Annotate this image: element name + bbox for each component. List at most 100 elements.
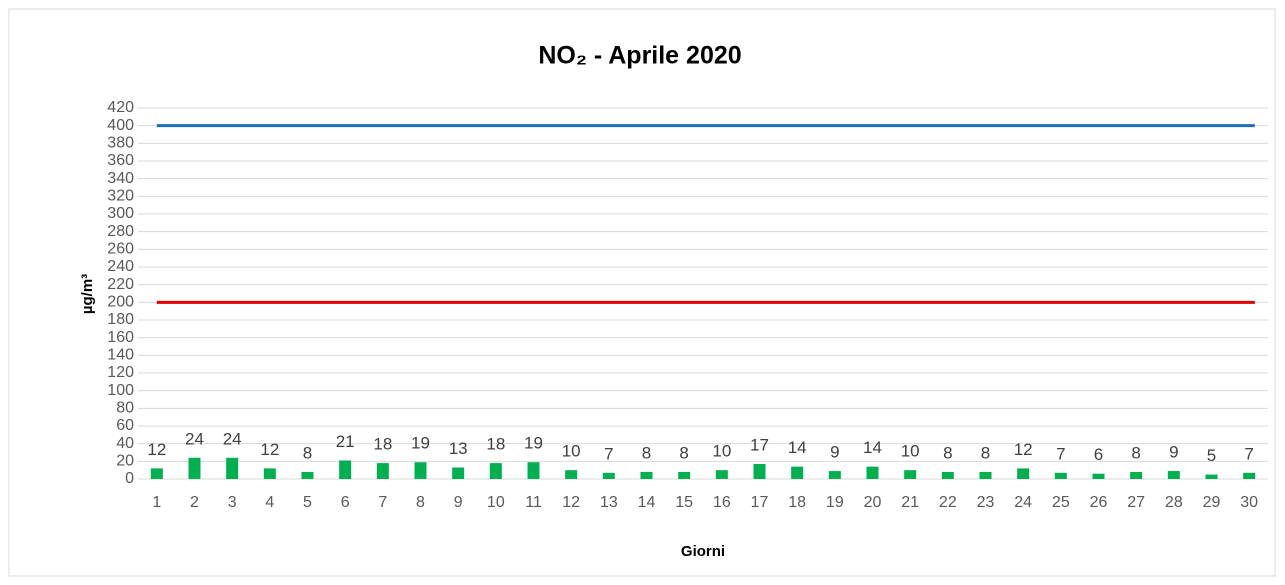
data-label: 8 — [303, 443, 312, 462]
x-tick-label: 13 — [600, 494, 618, 511]
bar — [828, 471, 841, 479]
x-tick-label: 28 — [1165, 494, 1183, 511]
x-tick-label: 2 — [190, 494, 199, 511]
y-tick-label: 240 — [107, 258, 134, 275]
x-tick-label: 26 — [1090, 494, 1108, 511]
x-tick-label: 22 — [939, 494, 957, 511]
data-label: 7 — [1244, 444, 1253, 463]
y-tick-label: 340 — [107, 170, 134, 187]
y-tick-label: 140 — [107, 347, 134, 364]
x-tick-label: 14 — [638, 494, 656, 511]
x-tick-label: 23 — [977, 494, 995, 511]
bar — [602, 472, 615, 479]
bar — [1167, 471, 1180, 479]
x-tick-label: 7 — [378, 494, 387, 511]
y-tick-label: 20 — [116, 453, 134, 470]
bar — [263, 468, 276, 479]
bar — [376, 463, 389, 479]
data-label: 24 — [223, 429, 242, 448]
bar — [339, 460, 352, 479]
bar — [188, 457, 201, 479]
bar — [226, 457, 239, 479]
bar — [904, 470, 917, 479]
data-label: 10 — [901, 442, 920, 461]
data-label: 13 — [449, 439, 468, 458]
x-tick-label: 20 — [864, 494, 882, 511]
x-axis-label: Giorni — [681, 543, 725, 560]
y-axis-label: µg/m³ — [79, 274, 96, 314]
x-tick-label: 29 — [1203, 494, 1221, 511]
bar — [1017, 468, 1030, 479]
bar — [715, 470, 728, 479]
x-tick-label: 4 — [265, 494, 274, 511]
data-label: 5 — [1207, 446, 1216, 465]
bar — [678, 471, 691, 479]
bar — [452, 467, 465, 479]
bar — [527, 462, 540, 479]
data-label: 18 — [486, 435, 505, 454]
bar — [414, 462, 427, 479]
bar — [941, 471, 954, 479]
bar — [1243, 472, 1256, 479]
data-label: 12 — [147, 440, 166, 459]
data-label: 19 — [411, 434, 430, 453]
data-label: 8 — [1131, 443, 1140, 462]
data-label: 10 — [712, 442, 731, 461]
y-tick-label: 280 — [107, 223, 134, 240]
data-label: 14 — [863, 438, 882, 457]
y-tick-label: 360 — [107, 152, 134, 169]
data-label: 14 — [788, 438, 807, 457]
bar — [489, 463, 502, 479]
x-tick-label: 8 — [416, 494, 425, 511]
x-tick-label: 19 — [826, 494, 844, 511]
x-tick-label: 9 — [454, 494, 463, 511]
data-label: 24 — [185, 429, 204, 448]
data-label: 19 — [524, 434, 543, 453]
x-tick-label: 11 — [525, 494, 542, 511]
y-tick-label: 60 — [116, 417, 134, 434]
x-tick-label: 10 — [487, 494, 505, 511]
data-label: 8 — [943, 443, 952, 462]
x-tick-label: 25 — [1052, 494, 1070, 511]
data-label: 7 — [1056, 444, 1065, 463]
y-tick-label: 220 — [107, 276, 134, 293]
bar — [866, 466, 879, 479]
data-label: 6 — [1094, 445, 1103, 464]
bar — [1130, 471, 1143, 479]
data-label: 12 — [1014, 440, 1033, 459]
bar — [753, 463, 766, 479]
x-tick-label: 3 — [228, 494, 237, 511]
data-label: 8 — [981, 443, 990, 462]
data-label: 10 — [562, 442, 581, 461]
data-label: 8 — [642, 443, 651, 462]
bar — [640, 471, 653, 479]
y-tick-label: 260 — [107, 241, 134, 258]
bar — [1092, 473, 1105, 479]
chart-border — [8, 8, 1276, 577]
y-tick-label: 300 — [107, 205, 134, 222]
y-tick-label: 100 — [107, 382, 134, 399]
bar — [1205, 474, 1218, 479]
x-tick-label: 17 — [751, 494, 769, 511]
data-label: 9 — [1169, 443, 1178, 462]
data-label: 9 — [830, 443, 839, 462]
y-tick-label: 0 — [125, 470, 134, 487]
bar — [979, 471, 992, 479]
bar — [150, 468, 163, 479]
x-tick-label: 6 — [341, 494, 350, 511]
data-label: 8 — [679, 443, 688, 462]
y-tick-label: 180 — [107, 311, 134, 328]
x-tick-label: 30 — [1240, 494, 1258, 511]
x-tick-label: 5 — [303, 494, 312, 511]
bar — [301, 471, 314, 479]
x-tick-label: 1 — [152, 494, 161, 511]
x-tick-label: 27 — [1127, 494, 1145, 511]
x-tick-label: 16 — [713, 494, 731, 511]
y-tick-label: 160 — [107, 329, 134, 346]
y-tick-label: 80 — [116, 400, 134, 417]
x-tick-label: 15 — [675, 494, 693, 511]
x-tick-label: 24 — [1014, 494, 1032, 511]
x-tick-label: 12 — [562, 494, 580, 511]
data-label: 18 — [373, 435, 392, 454]
data-label: 7 — [604, 444, 613, 463]
